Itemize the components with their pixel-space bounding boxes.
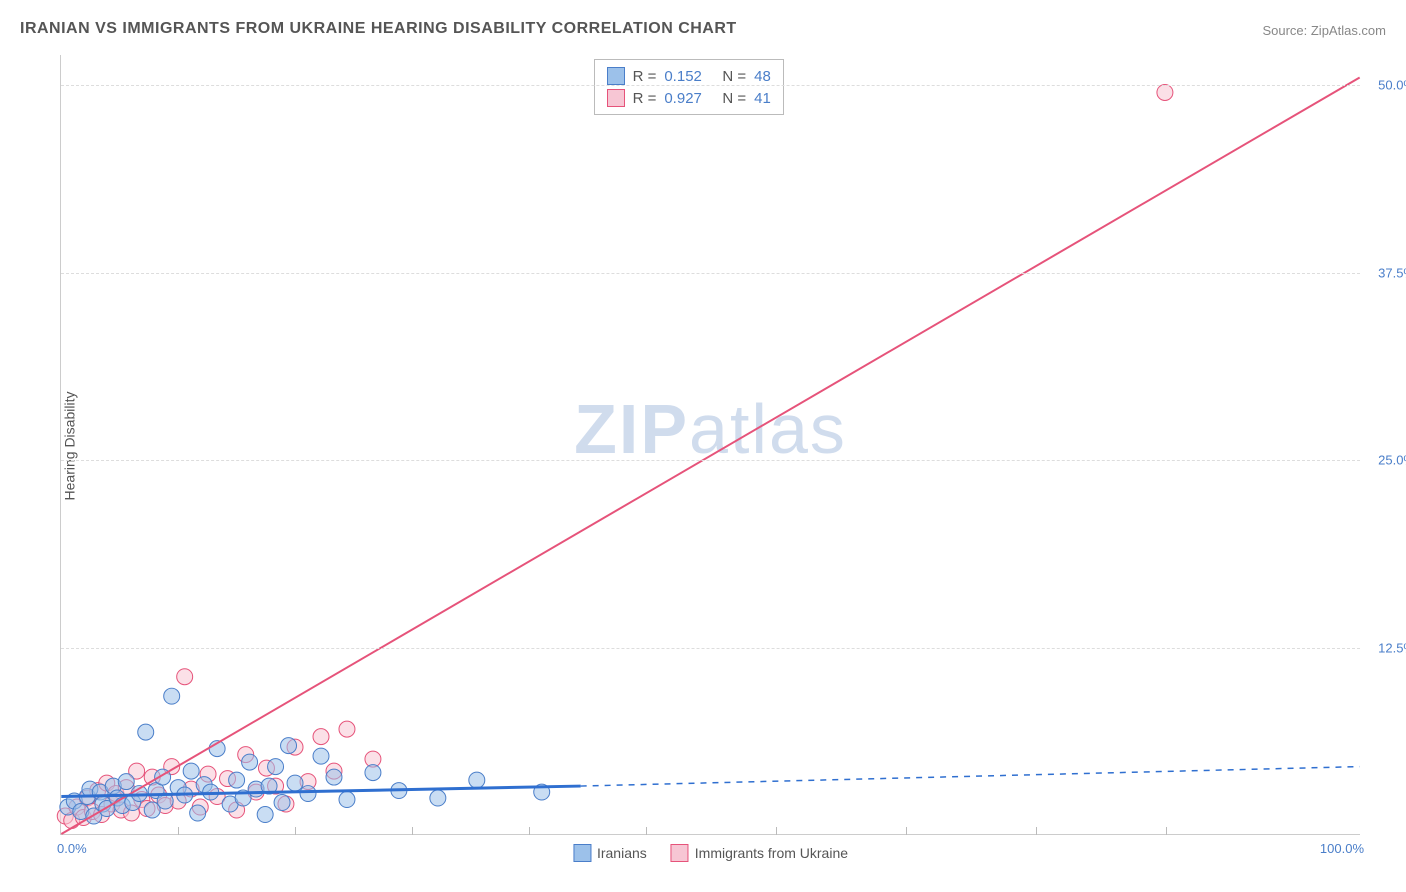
legend-series: Iranians Immigrants from Ukraine [573, 844, 848, 862]
r-value-2: 0.927 [664, 90, 714, 107]
legend-label-1: Iranians [597, 845, 647, 861]
swatch-pink [607, 89, 625, 107]
swatch-blue [573, 844, 591, 862]
chart-area: ZIPatlas R = 0.152 N = 48 R = 0.927 N = … [60, 55, 1360, 835]
gridline-v [295, 827, 296, 835]
x-tick-min: 0.0% [57, 841, 87, 856]
y-tick-label: 50.0% [1365, 78, 1406, 93]
y-tick-label: 37.5% [1365, 265, 1406, 280]
r-value-1: 0.152 [664, 68, 714, 85]
x-tick-max: 100.0% [1320, 841, 1364, 856]
gridline-v [1036, 827, 1037, 835]
swatch-blue [607, 67, 625, 85]
n-value-2: 41 [754, 90, 771, 107]
gridline-v [906, 827, 907, 835]
gridline-h [61, 648, 1360, 649]
source-label: Source: ZipAtlas.com [1262, 23, 1386, 38]
gridline-h [61, 273, 1360, 274]
swatch-pink [671, 844, 689, 862]
gridline-v [646, 827, 647, 835]
legend-stats: R = 0.152 N = 48 R = 0.927 N = 41 [594, 59, 784, 115]
source-prefix: Source: [1262, 23, 1310, 38]
legend-item-2: Immigrants from Ukraine [671, 844, 848, 862]
plot-svg [61, 55, 1360, 834]
legend-item-1: Iranians [573, 844, 647, 862]
gridline-h [61, 85, 1360, 86]
gridline-v [776, 827, 777, 835]
gridline-v [1166, 827, 1167, 835]
gridline-h [61, 460, 1360, 461]
n-label: N = [722, 68, 746, 85]
legend-stats-row-2: R = 0.927 N = 41 [607, 87, 771, 109]
gridline-v [412, 827, 413, 835]
gridline-v [529, 827, 530, 835]
legend-stats-row-1: R = 0.152 N = 48 [607, 65, 771, 87]
legend-label-2: Immigrants from Ukraine [695, 845, 848, 861]
n-label: N = [722, 90, 746, 107]
gridline-v [178, 827, 179, 835]
source-name: ZipAtlas.com [1311, 23, 1386, 38]
r-label: R = [633, 90, 657, 107]
y-tick-label: 12.5% [1365, 640, 1406, 655]
n-value-1: 48 [754, 68, 771, 85]
y-tick-label: 25.0% [1365, 453, 1406, 468]
chart-title: IRANIAN VS IMMIGRANTS FROM UKRAINE HEARI… [20, 20, 737, 38]
r-label: R = [633, 68, 657, 85]
